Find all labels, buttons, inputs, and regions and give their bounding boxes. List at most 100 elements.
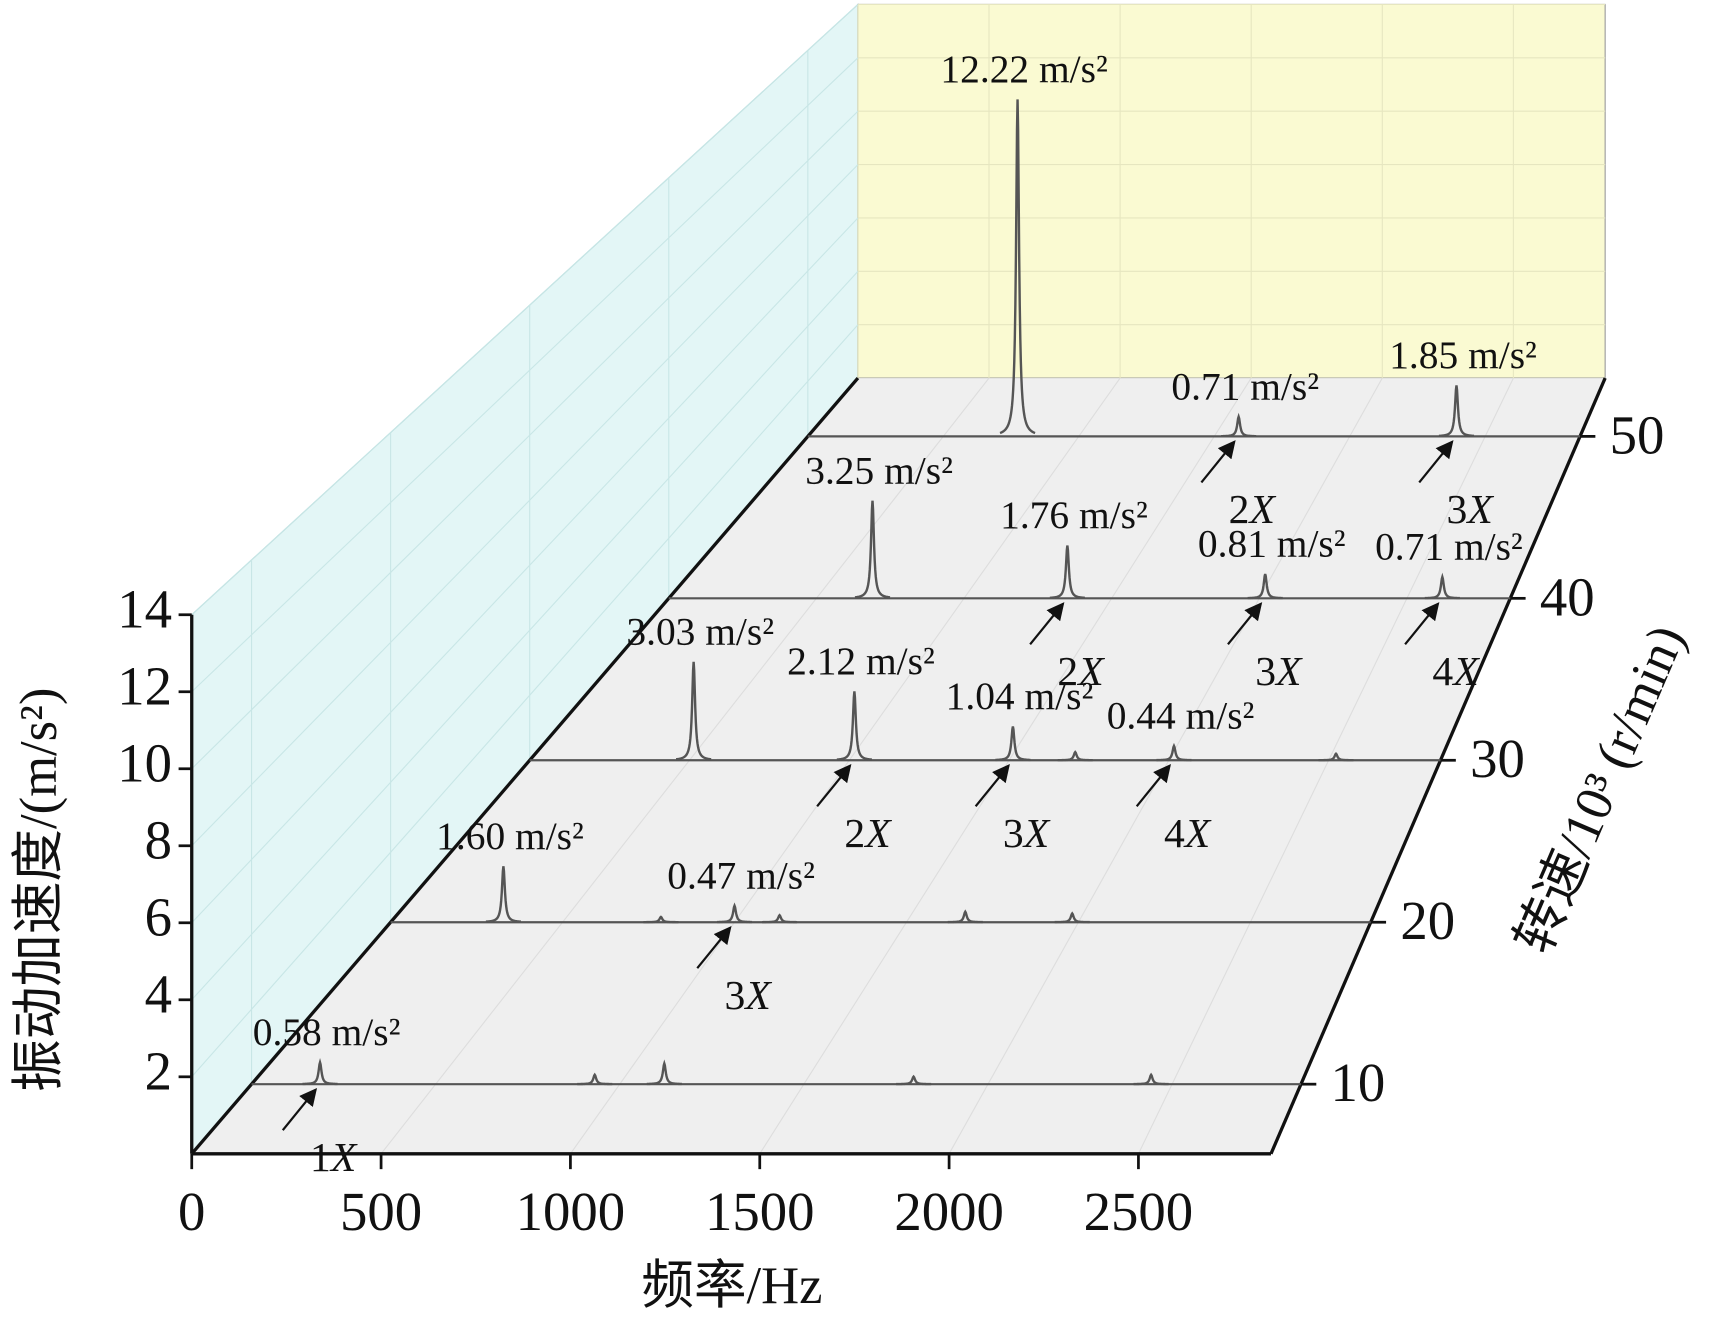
peak-value-label: 2.12 m/s² <box>787 639 935 683</box>
peak-value-label: 12.22 m/s² <box>940 47 1107 91</box>
y-tick-label: 12 <box>117 655 172 716</box>
harmonic-label: 3X <box>1255 649 1303 695</box>
y-axis-title: 振动加速度/(m/s²) <box>10 688 68 1092</box>
harmonic-label: 3X <box>725 972 773 1018</box>
harmonic-order: 1 <box>310 1134 331 1180</box>
spectrum-peak <box>1438 385 1475 438</box>
harmonic-arrow <box>1029 602 1065 646</box>
harmonic-order: 3 <box>1447 487 1468 533</box>
spectrum-peak <box>1054 911 1090 924</box>
spectrum-peak <box>1221 412 1257 438</box>
y-tick-label: 2 <box>145 1040 172 1101</box>
spectrum-peak <box>643 915 679 924</box>
harmonic-order: 2 <box>1229 487 1250 533</box>
axis-line <box>1269 377 1607 1155</box>
harmonic-arrow <box>696 926 732 969</box>
x-tick-label: 0 <box>178 1181 205 1242</box>
grid-line <box>1137 377 1514 1155</box>
peak-value-label: 1.85 m/s² <box>1389 333 1537 377</box>
z-tick-label: 50 <box>1610 404 1665 465</box>
harmonic-label: 4X <box>1432 649 1480 695</box>
harmonic-order: 3 <box>1003 811 1024 857</box>
harmonic-symbol: X <box>1022 811 1051 857</box>
grid-line <box>191 4 859 616</box>
x-tick-label: 2500 <box>1084 1181 1194 1242</box>
peak-value-label: 0.58 m/s² <box>253 1010 401 1054</box>
spectrum-peak <box>646 1059 682 1086</box>
y-tick-label: 6 <box>145 886 172 947</box>
y-tick-label: 8 <box>145 809 172 870</box>
grid-line <box>380 377 990 1155</box>
spectrum-peak <box>577 1072 613 1086</box>
y-tick-label: 4 <box>145 963 172 1024</box>
harmonic-label: 1X <box>310 1134 358 1180</box>
peak-value-label: 0.71 m/s² <box>1171 365 1319 409</box>
harmonic-order: 2 <box>1057 649 1078 695</box>
peak-value-label: 3.03 m/s² <box>626 610 774 654</box>
harmonic-symbol: X <box>1183 811 1212 857</box>
spectrum-peak <box>485 866 522 923</box>
grid-line <box>191 270 859 1001</box>
spectrum-peak <box>1318 752 1354 762</box>
spectrum-peak <box>1156 742 1192 762</box>
harmonic-symbol: X <box>329 1134 358 1180</box>
z-axis-title: 转速/10³ (r/min) <box>1505 617 1697 962</box>
z-tick-label: 30 <box>1470 728 1525 789</box>
harmonic-arrow <box>974 764 1010 807</box>
harmonic-symbol: X <box>1274 649 1303 695</box>
grid-line <box>191 57 859 693</box>
harmonic-order: 4 <box>1164 811 1185 857</box>
peak-value-label: 0.81 m/s² <box>1198 522 1346 566</box>
peak-value-label: 0.47 m/s² <box>667 854 815 898</box>
peak-value-label: 1.76 m/s² <box>1000 493 1148 537</box>
harmonic-arrow <box>1135 764 1171 807</box>
harmonic-arrow <box>1404 602 1440 646</box>
harmonic-symbol: X <box>1451 649 1480 695</box>
peak-value-label: 0.71 m/s² <box>1375 525 1523 569</box>
spectrum-peak <box>302 1058 338 1086</box>
harmonic-arrow <box>1227 602 1263 646</box>
x-tick-label: 1500 <box>705 1181 815 1242</box>
y-tick-label: 14 <box>117 578 172 639</box>
harmonic-order: 2 <box>844 811 865 857</box>
grid-line <box>191 164 859 847</box>
x-axis-title: 频率/Hz <box>641 1257 822 1315</box>
spectrum-peak <box>1057 750 1093 762</box>
axis-line <box>190 377 860 1155</box>
grid-line <box>191 217 859 924</box>
harmonic-symbol: X <box>863 811 892 857</box>
harmonic-order: 3 <box>725 972 746 1018</box>
spectrum-peak <box>995 726 1031 762</box>
harmonic-label: 3X <box>1447 487 1495 533</box>
peak-value-label: 1.60 m/s² <box>436 814 584 858</box>
grid-line <box>191 110 859 770</box>
spectrum-peak <box>854 500 891 599</box>
harmonic-label: 4X <box>1164 811 1212 857</box>
z-tick-label: 40 <box>1540 566 1595 627</box>
harmonic-arrow <box>816 764 852 807</box>
harmonic-arrow <box>281 1087 318 1131</box>
z-tick-label: 10 <box>1331 1052 1386 1113</box>
y-tick-label: 10 <box>117 732 172 793</box>
spectrum-peak <box>836 691 873 761</box>
spectrum-peak <box>1424 572 1460 600</box>
harmonic-order: 4 <box>1432 649 1453 695</box>
peak-value-label: 1.04 m/s² <box>946 674 1094 718</box>
spectrum-peak <box>1133 1072 1169 1086</box>
harmonic-symbol: X <box>1465 487 1494 533</box>
x-tick-label: 1000 <box>516 1181 626 1242</box>
peak-value-label: 3.25 m/s² <box>805 448 953 492</box>
z-tick-label: 20 <box>1400 890 1455 951</box>
x-tick-label: 2000 <box>894 1181 1004 1242</box>
spectrum-peak <box>716 902 753 924</box>
peak-value-label: 0.44 m/s² <box>1107 694 1255 738</box>
harmonic-label: 3X <box>1003 811 1051 857</box>
grid-line <box>191 324 859 1078</box>
spectrum-peak <box>1049 545 1085 600</box>
harmonic-symbol: X <box>1247 487 1276 533</box>
spectrum-peak <box>999 99 1036 435</box>
harmonic-symbol: X <box>1076 649 1105 695</box>
harmonic-arrow <box>1418 440 1454 484</box>
harmonic-label: 2X <box>844 811 892 857</box>
